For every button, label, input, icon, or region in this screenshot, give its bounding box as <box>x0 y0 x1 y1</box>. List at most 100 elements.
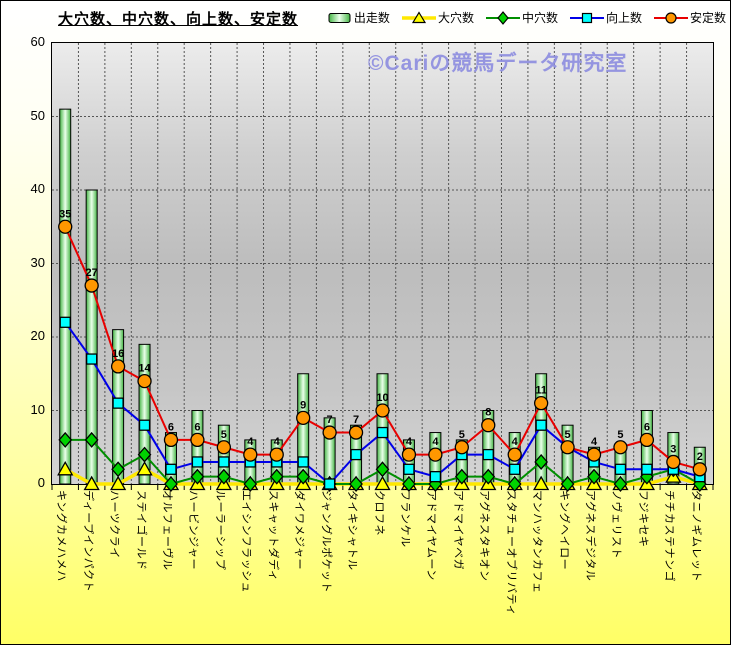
marker-circle <box>401 447 417 462</box>
legend-item-大穴数: 大穴数 <box>401 9 474 26</box>
legend-item-中穴数: 中穴数 <box>485 9 558 26</box>
data-label: 5 <box>221 429 227 441</box>
y-tick-label: 40 <box>30 181 45 196</box>
data-label: 4 <box>591 436 598 448</box>
data-label: 2 <box>697 451 703 463</box>
marker-diamond <box>560 476 575 492</box>
marker-diamond <box>454 468 469 485</box>
marker-diamond <box>481 468 496 485</box>
marker-diamond <box>349 476 363 492</box>
x-tick-label: ジャングルポケット <box>319 490 332 593</box>
marker-diamond <box>111 461 125 478</box>
marker-diamond <box>217 468 231 485</box>
marker-square <box>218 456 230 468</box>
x-tick-label: ディープインパクト <box>81 490 94 593</box>
marker-square <box>350 448 362 461</box>
x-tick-label: アグネスデジタル <box>584 490 597 582</box>
x-tick-label: クロフネ <box>372 490 385 536</box>
marker-circle <box>560 440 575 455</box>
x-tick-label: タニノギムレット <box>689 490 702 582</box>
data-label: 5 <box>617 429 623 441</box>
y-tick-label: 20 <box>30 328 45 343</box>
data-label: 4 <box>247 436 254 448</box>
marker-square <box>191 456 204 468</box>
marker-triangle <box>136 460 153 476</box>
legend-label: 中穴数 <box>521 11 558 25</box>
diamond-swatch-icon <box>485 10 520 25</box>
marker-square <box>59 316 71 328</box>
marker-triangle <box>533 475 550 491</box>
square-swatch-icon <box>569 12 604 23</box>
x-tick-label: オルフェーヴル <box>160 490 173 571</box>
y-tick-label: 60 <box>30 34 45 49</box>
y-tick-label: 50 <box>30 107 45 123</box>
circle-swatch-icon <box>653 11 688 24</box>
marker-circle <box>666 454 681 470</box>
y-tick-label: 0 <box>37 475 45 490</box>
marker-circle <box>533 395 549 411</box>
marker-triangle <box>83 475 100 491</box>
marker-square <box>403 463 415 475</box>
x-tick-label: ルーラーシップ <box>213 490 226 571</box>
marker-triangle <box>57 460 74 476</box>
x-tick-label: エイシンフラッシュ <box>240 490 253 594</box>
x-tick-label: フランケル <box>398 490 411 548</box>
marker-diamond <box>243 476 258 492</box>
x-tick-label: スキャットダディ <box>266 490 279 582</box>
marker-diamond <box>507 476 522 492</box>
data-label: 6 <box>644 421 650 433</box>
marker-square <box>429 470 442 483</box>
marker-circle <box>348 425 364 440</box>
marker-square <box>376 426 389 439</box>
marker-diamond <box>587 468 601 485</box>
x-tick-label: ステイゴールド <box>134 490 147 571</box>
y-tick-label: 30 <box>30 254 45 270</box>
x-tick-label: ハーツクライ <box>108 490 121 559</box>
marker-circle <box>163 432 179 448</box>
data-label: 4 <box>512 436 519 448</box>
marker-circle <box>269 447 284 462</box>
data-label: 8 <box>485 407 491 419</box>
marker-square <box>323 478 336 490</box>
marker-diamond <box>269 468 284 485</box>
marker-square <box>641 463 653 475</box>
data-label: 5 <box>565 429 571 441</box>
y-tick-label: 10 <box>30 401 45 417</box>
data-label: 4 <box>274 436 281 448</box>
marker-square <box>112 397 124 409</box>
data-label: 6 <box>168 421 174 433</box>
data-label: 4 <box>406 436 413 448</box>
marker-square <box>614 463 627 475</box>
watermark: ©Cariの競馬データ研究室 <box>368 52 628 75</box>
marker-diamond <box>402 476 416 492</box>
x-tick-label: スタチューオブリバティ <box>504 490 517 616</box>
marker-circle <box>481 418 496 433</box>
legend-label: 向上数 <box>605 11 642 25</box>
marker-diamond <box>534 453 548 470</box>
x-tick-label: フジキセキ <box>636 490 649 548</box>
legend-item-安定数: 安定数 <box>653 9 726 26</box>
marker-circle <box>243 447 258 462</box>
marker-circle <box>586 447 602 462</box>
marker-circle <box>296 410 311 426</box>
marker-diamond <box>190 468 205 485</box>
data-label: 16 <box>112 348 124 360</box>
marker-circle <box>454 440 469 455</box>
marker-diamond <box>164 476 178 492</box>
marker-circle <box>216 440 232 455</box>
x-tick-label: キングカメハメハ <box>55 490 68 582</box>
data-label: 27 <box>86 267 98 279</box>
marker-square <box>482 448 494 461</box>
x-tick-label: チチカステナンゴ <box>663 490 676 582</box>
legend-item-出走数: 出走数 <box>328 9 390 26</box>
data-label: 14 <box>138 363 151 375</box>
marker-circle <box>84 278 99 293</box>
marker-diamond <box>613 476 628 492</box>
legend-item-向上数: 向上数 <box>569 9 642 26</box>
marker-square <box>509 463 521 475</box>
marker-circle <box>692 462 707 477</box>
data-label: 11 <box>535 385 547 397</box>
marker-circle <box>110 359 126 374</box>
data-label: 4 <box>432 436 439 448</box>
